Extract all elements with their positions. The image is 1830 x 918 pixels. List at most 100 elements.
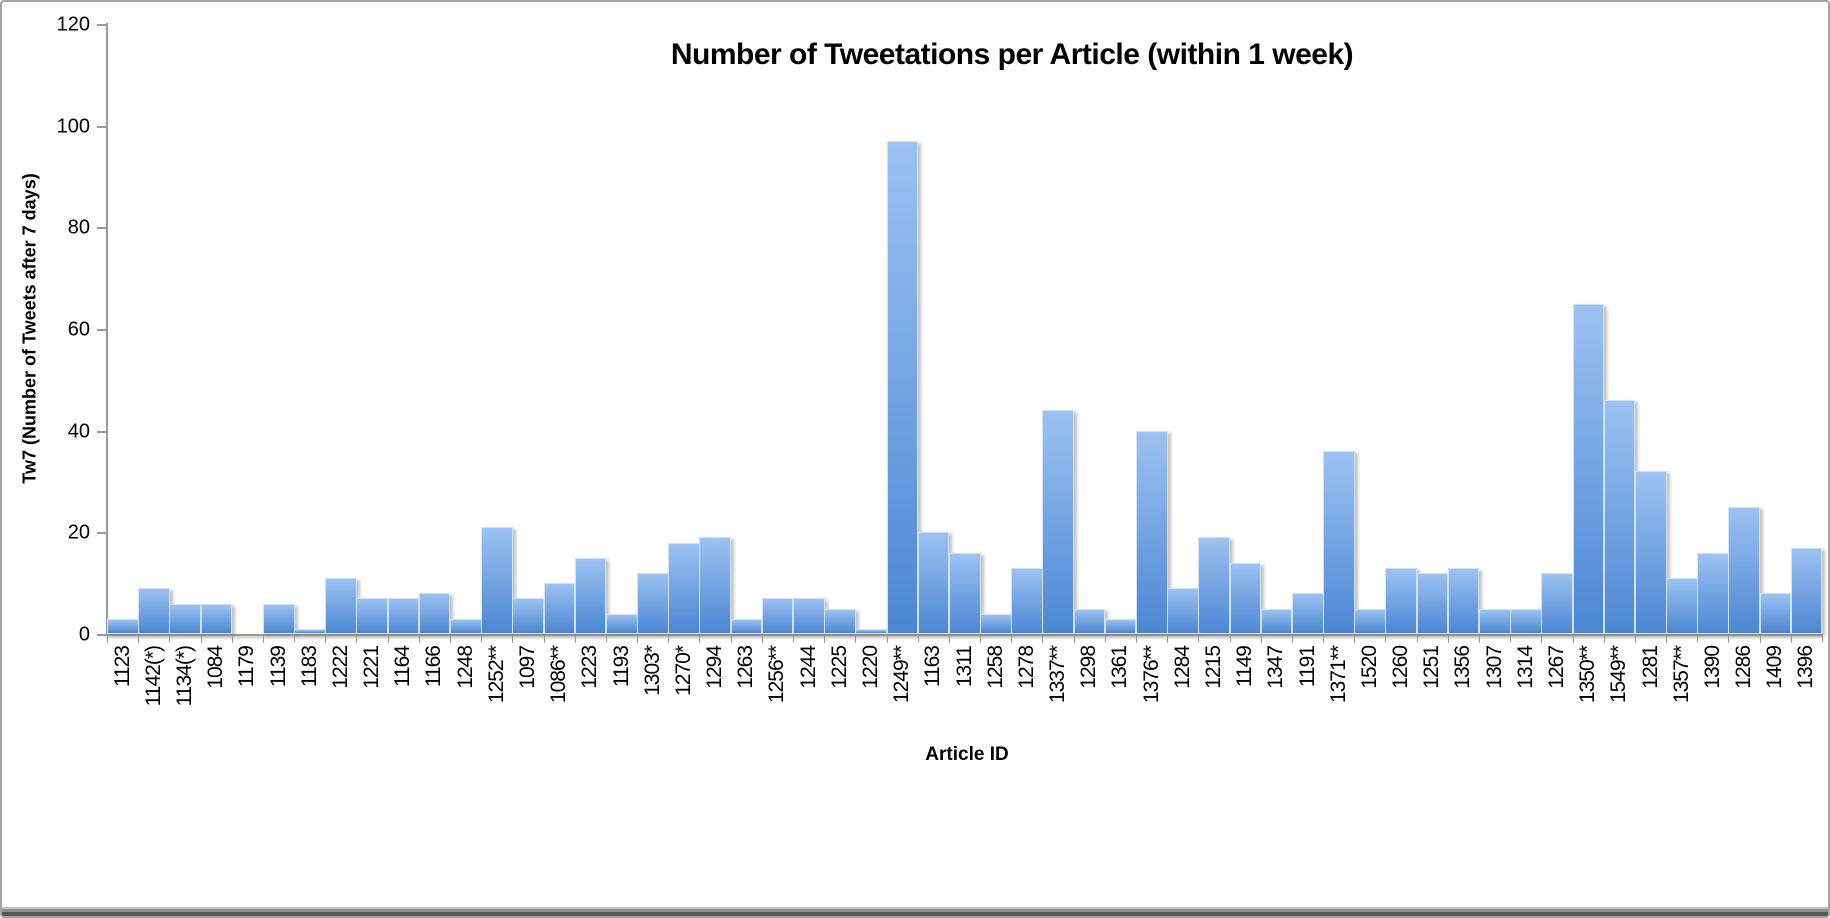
x-tick-label-1256**: 1256**: [765, 646, 789, 704]
x-tick-label-1163: 1163: [921, 646, 945, 688]
bar-1163: [917, 532, 950, 634]
bar-1256**: [761, 598, 794, 634]
x-tick: [1541, 636, 1543, 643]
bar-1294: [699, 537, 732, 634]
x-tick: [1291, 636, 1293, 643]
bar-1191: [1291, 593, 1324, 634]
x-tick: [325, 636, 327, 643]
bar-1123: [107, 618, 139, 634]
x-tick: [1790, 636, 1792, 643]
bar-1286: [1728, 506, 1761, 634]
y-tick: [97, 532, 106, 535]
x-tick: [605, 636, 607, 643]
x-tick: [1634, 636, 1636, 643]
bar-1183: [294, 628, 326, 634]
bar-1549**: [1603, 400, 1636, 634]
bar-1267: [1541, 573, 1574, 634]
x-tick: [1603, 636, 1605, 643]
x-tick-label-1149: 1149: [1233, 646, 1257, 688]
bar-1303*: [637, 573, 669, 634]
x-tick-label-1097: 1097: [515, 646, 539, 689]
bar-1215: [1198, 537, 1231, 634]
x-tick: [418, 636, 420, 643]
bar-1222: [325, 578, 357, 634]
chart-title: Number of Tweetations per Article (withi…: [670, 38, 1354, 71]
bar-1357**: [1666, 578, 1698, 634]
bar-1086**: [543, 583, 576, 634]
y-tick: [97, 329, 106, 331]
x-tick-label-1191: 1191: [1295, 646, 1319, 688]
x-tick-label-1286: 1286: [1732, 646, 1756, 689]
bar-1193: [605, 613, 638, 634]
bar-1139: [262, 603, 295, 634]
bar-1149: [1229, 562, 1262, 634]
bar-1376**: [1136, 430, 1168, 634]
x-tick: [1073, 636, 1075, 643]
x-tick: [1666, 636, 1668, 643]
x-tick-label-1223: 1223: [578, 646, 602, 689]
x-tick-label-1086**: 1086**: [547, 646, 571, 704]
bar-1270*: [668, 542, 700, 634]
x-tick: [262, 636, 264, 643]
y-tick: [97, 634, 106, 636]
x-tick: [886, 636, 888, 643]
x-tick-label-1258: 1258: [983, 646, 1007, 689]
bar-1249**: [886, 140, 919, 634]
x-tick: [169, 636, 171, 643]
bar-1520: [1354, 608, 1386, 634]
x-tick: [1011, 636, 1013, 643]
bar-1409: [1759, 593, 1792, 634]
bar-1248: [450, 618, 482, 634]
bar-1166: [418, 593, 451, 634]
x-tick-label-1356: 1356: [1451, 646, 1475, 689]
bar-1251: [1416, 573, 1449, 634]
x-tick-label-1371**: 1371**: [1326, 646, 1350, 704]
x-tick: [356, 636, 358, 643]
x-tick-label-1281: 1281: [1638, 646, 1662, 689]
x-tick: [1260, 636, 1262, 643]
x-tick-label-1311: 1311: [952, 646, 976, 688]
x-tick: [1385, 636, 1387, 643]
x-tick-label-1193: 1193: [609, 646, 633, 688]
bar-1361: [1104, 618, 1137, 634]
x-tick-label-1270*: 1270*: [671, 646, 695, 696]
bar-1244: [793, 598, 825, 634]
x-axis-title: Article ID: [925, 744, 1009, 765]
bar-1097: [512, 598, 545, 634]
x-tick-label-1337**: 1337**: [1046, 646, 1070, 704]
bar-1225: [824, 608, 856, 634]
x-tick: [948, 636, 950, 643]
x-tick: [668, 636, 670, 643]
x-tick-label-1361: 1361: [1108, 646, 1132, 689]
bar-1347: [1260, 608, 1293, 634]
y-tick: [97, 125, 106, 128]
x-tick: [855, 636, 857, 643]
bar-1278: [1011, 567, 1043, 634]
x-tick-label-1123: 1123: [110, 646, 134, 688]
bar-1220: [855, 628, 888, 634]
x-tick-label-1396: 1396: [1794, 646, 1818, 689]
x-tick: [637, 636, 639, 643]
bar-1314: [1510, 608, 1542, 634]
x-tick: [1167, 636, 1169, 643]
x-tick: [1042, 636, 1044, 643]
x-tick-label-1139: 1139: [266, 646, 290, 688]
y-tick-label: 100: [56, 115, 90, 138]
x-tick: [1759, 636, 1761, 643]
y-tick-label: 40: [67, 420, 90, 443]
x-tick-label-1549**: 1549**: [1607, 646, 1631, 704]
bar-1281: [1634, 471, 1667, 634]
x-tick: [138, 636, 140, 643]
x-tick: [1822, 636, 1823, 643]
x-axis-line: [106, 634, 1823, 636]
x-tick-label-1179: 1179: [235, 646, 259, 688]
bar-1142(*): [138, 588, 170, 634]
x-tick-label-1260: 1260: [1389, 646, 1413, 689]
y-tick-label: 20: [67, 521, 90, 544]
x-tick-label-1215: 1215: [1201, 646, 1225, 689]
x-tick: [543, 636, 545, 643]
bar-1252**: [481, 527, 513, 634]
x-tick: [793, 636, 794, 643]
x-tick-label-1294: 1294: [703, 646, 727, 689]
x-tick-label-1249**: 1249**: [890, 646, 914, 704]
